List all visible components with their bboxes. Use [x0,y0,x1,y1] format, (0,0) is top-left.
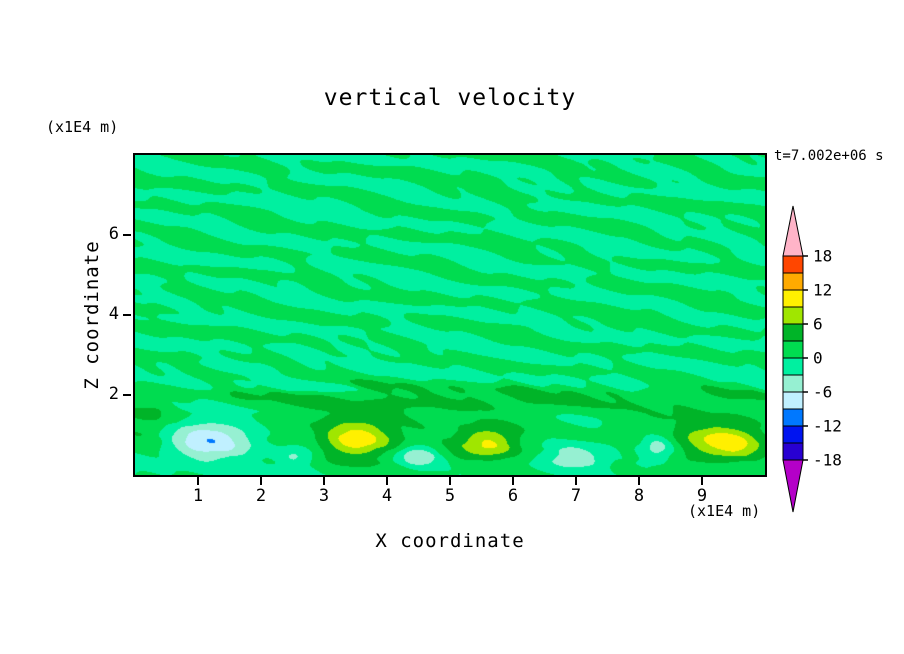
z-axis-unit: (x1E4 m) [46,118,119,136]
z-tick-label: 6 [108,224,119,244]
x-tick [449,477,451,485]
z-tick [123,234,131,236]
x-tick-label: 9 [696,486,708,506]
x-axis-unit: (x1E4 m) [688,502,761,520]
x-tick-label: 4 [381,486,393,506]
colorbar-box [782,442,804,461]
x-tick-label: 2 [255,486,267,506]
contour-canvas [135,155,765,475]
colorbar-label: 18 [813,247,832,266]
x-tick [260,477,262,485]
z-tick-label: 2 [108,384,119,404]
x-tick [701,477,703,485]
colorbar: 18 12 6 0 -6 -12 -18 [782,205,842,513]
x-tick-label: 7 [570,486,582,506]
colorbar-label: 12 [813,281,832,300]
z-tick [123,394,131,396]
x-tick-label: 1 [192,486,204,506]
colorbar-box [782,306,804,325]
colorbar-arrow-bottom [782,459,804,513]
x-tick [386,477,388,485]
colorbar-label: 0 [813,349,823,368]
colorbar-box [782,323,804,342]
x-tick [323,477,325,485]
x-tick [575,477,577,485]
colorbar-box [782,374,804,393]
plot-area [133,153,767,477]
colorbar-label: 6 [813,315,823,334]
x-tick [512,477,514,485]
colorbar-arrow-top [782,205,804,257]
z-tick [123,314,131,316]
colorbar-label: -18 [813,451,842,470]
x-tick-label: 8 [633,486,645,506]
colorbar-box [782,289,804,308]
x-tick-label: 3 [318,486,330,506]
x-tick [638,477,640,485]
x-axis-label: X coordinate [375,530,525,552]
chart-title: vertical velocity [323,85,577,111]
colorbar-box [782,408,804,427]
time-annotation: t=7.002e+06 s [774,148,884,164]
colorbar-box [782,272,804,291]
colorbar-label: -6 [813,383,832,402]
colorbar-box [782,357,804,376]
z-tick-label: 4 [108,304,119,324]
colorbar-label: -12 [813,417,842,436]
colorbar-box [782,340,804,359]
colorbar-box [782,425,804,444]
x-tick [197,477,199,485]
x-tick-label: 5 [444,486,456,506]
x-tick-label: 6 [507,486,519,506]
colorbar-box [782,391,804,410]
colorbar-box [782,255,804,274]
